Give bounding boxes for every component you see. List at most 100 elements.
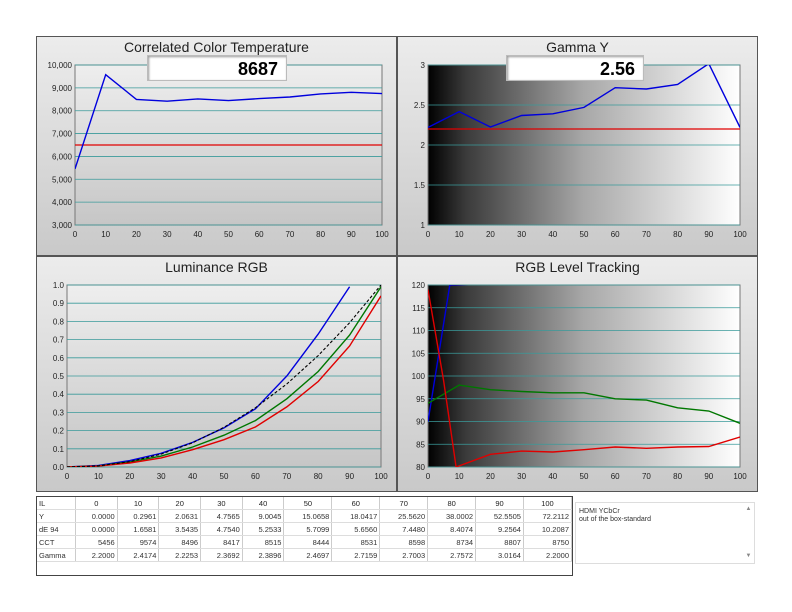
table-cell: 2.2000	[523, 548, 573, 562]
notes-box[interactable]: HDMI YCbCr out of the box-standard ▲ ▼	[575, 502, 755, 564]
table-cell: 72.2112	[523, 509, 573, 523]
table-cell: 3.0164	[475, 548, 524, 562]
gamma-xtick-label: 90	[704, 230, 713, 239]
tracking-ytick-label: 115	[412, 304, 425, 313]
luminance-ytick-label: 0.6	[53, 354, 65, 363]
luminance-series-line-3	[67, 285, 381, 467]
table-cell: 38.0002	[427, 509, 477, 523]
table-row: Y 0.0000 0.2961 2.0631 4.7565 9.0045 15.0658 18…	[37, 509, 573, 523]
table-cell: 5.6560	[331, 522, 381, 536]
luminance-ytick-label: 0.9	[53, 299, 65, 308]
tracking-xtick-label: 50	[580, 472, 589, 481]
table-row-label: Gamma	[37, 548, 76, 562]
gamma-xtick-label: 50	[580, 230, 589, 239]
table-cell: 18.0417	[331, 509, 381, 523]
luminance-ytick-label: 0.4	[53, 390, 65, 399]
gamma-ytick-label: 3	[421, 61, 426, 70]
luminance-xtick-label: 0	[65, 472, 70, 481]
cct-title: Correlated Color Temperature	[124, 39, 309, 55]
table-cell: 10.2087	[523, 522, 573, 536]
table-header-cell: 30	[200, 497, 243, 510]
table-cell: 8444	[283, 535, 333, 549]
table-header-cell: 90	[475, 497, 524, 510]
luminance-xtick-label: 60	[251, 472, 260, 481]
cct-ytick-label: 3,000	[52, 221, 73, 230]
luminance-ytick-label: 0.0	[53, 463, 65, 472]
tracking-xtick-label: 60	[611, 472, 620, 481]
cct-panel: Correlated Color Temperature 3,000 4,000 5…	[36, 36, 397, 256]
gamma-xtick-label: 60	[611, 230, 620, 239]
table-cell: 9574	[117, 535, 160, 549]
table-header-cell: 40	[242, 497, 285, 510]
cct-xtick-label: 40	[193, 230, 202, 239]
scroll-down-icon[interactable]: ▼	[745, 553, 752, 559]
table-cell: 1.6581	[117, 522, 160, 536]
gamma-series-group	[428, 65, 740, 130]
table-cell: 15.0658	[283, 509, 333, 523]
gamma-series-line-0	[428, 65, 740, 129]
luminance-ytick-label: 0.7	[53, 336, 65, 345]
table-row: Gamma 2.2000 2.4174 2.2253 2.3692 2.3896 2.469…	[37, 548, 573, 562]
luminance-xtick-label: 100	[374, 472, 388, 481]
table-cell: 2.7003	[379, 548, 429, 562]
tracking-xtick-label: 40	[548, 472, 557, 481]
tracking-ytick-label: 105	[412, 349, 426, 358]
gamma-ytick-label: 1	[421, 221, 426, 230]
cct-xtick-label: 0	[73, 230, 78, 239]
cct-ytick-label: 6,000	[52, 152, 73, 161]
tracking-chart: 80 85 90 95 100 105 110 115 120 0 10 20 30 40 50 60 70 80…	[412, 281, 748, 481]
table-header-cell: IL	[37, 497, 76, 510]
table-cell: 0.2961	[117, 509, 160, 523]
table-row: dE 94 0.0000 1.6581 3.5435 4.7540 5.2533 5.709…	[37, 522, 573, 536]
table-cell: 2.4697	[283, 548, 333, 562]
tracking-xtick-label: 10	[455, 472, 464, 481]
cct-xtick-label: 30	[163, 230, 172, 239]
tracking-xtick-label: 0	[426, 472, 431, 481]
luminance-xtick-label: 90	[345, 472, 354, 481]
cct-chart: 3,000 4,000 5,000 6,000 7,000 8,000 9,000 10,00…	[48, 61, 390, 239]
notes-scrollbar[interactable]: ▲ ▼	[745, 506, 752, 560]
table-cell: 2.2253	[158, 548, 202, 562]
luminance-xtick-label: 30	[157, 472, 166, 481]
cct-series-line-0	[75, 73, 382, 170]
tracking-ytick-label: 110	[412, 327, 425, 336]
table-cell: 2.7159	[331, 548, 381, 562]
table-row: CCT 5456 9574 8496 8417 8515 8444 8531 8598 8734 8…	[37, 535, 573, 549]
cct-xtick-label: 60	[255, 230, 264, 239]
table-cell: 8734	[427, 535, 477, 549]
table-cell: 2.2000	[75, 548, 118, 562]
table-cell: 52.5505	[475, 509, 524, 523]
luminance-title: Luminance RGB	[165, 259, 268, 275]
table-cell: 2.3896	[242, 548, 285, 562]
table-cell: 4.7540	[200, 522, 243, 536]
table-cell: 8417	[200, 535, 243, 549]
tracking-title: RGB Level Tracking	[515, 259, 640, 275]
gamma-title: Gamma Y	[546, 39, 609, 55]
gamma-xtick-label: 0	[426, 230, 431, 239]
luminance-series-group	[67, 285, 381, 467]
luminance-xtick-label: 20	[125, 472, 134, 481]
cct-xtick-label: 100	[375, 230, 389, 239]
luminance-ytick-label: 0.2	[53, 427, 65, 436]
table-cell: 0.0000	[75, 522, 118, 536]
luminance-xtick-label: 40	[188, 472, 197, 481]
table-cell: 5456	[75, 535, 118, 549]
table-cell: 9.2564	[475, 522, 524, 536]
table-cell: 5.2533	[242, 522, 285, 536]
table-cell: 0.0000	[75, 509, 118, 523]
gamma-xtick-label: 70	[642, 230, 651, 239]
luminance-ytick-label: 0.5	[53, 372, 65, 381]
tracking-series-group	[428, 285, 740, 467]
table-cell: 9.0045	[242, 509, 285, 523]
gamma-xtick-label: 80	[673, 230, 682, 239]
scroll-up-icon[interactable]: ▲	[745, 506, 752, 512]
gamma-readout: 2.56	[506, 55, 644, 81]
table-header-cell: 100	[523, 497, 573, 510]
table-cell: 2.0631	[158, 509, 202, 523]
gamma-xtick-label: 20	[486, 230, 495, 239]
cct-ytick-label: 8,000	[52, 107, 73, 116]
cct-ytick-label: 9,000	[52, 84, 73, 93]
table-cell: 25.5620	[379, 509, 429, 523]
tracking-ytick-label: 90	[416, 418, 425, 427]
measurement-table: IL 0 10 20 30 40 50 60 70 80 90 100 Y 0.0…	[36, 496, 573, 576]
